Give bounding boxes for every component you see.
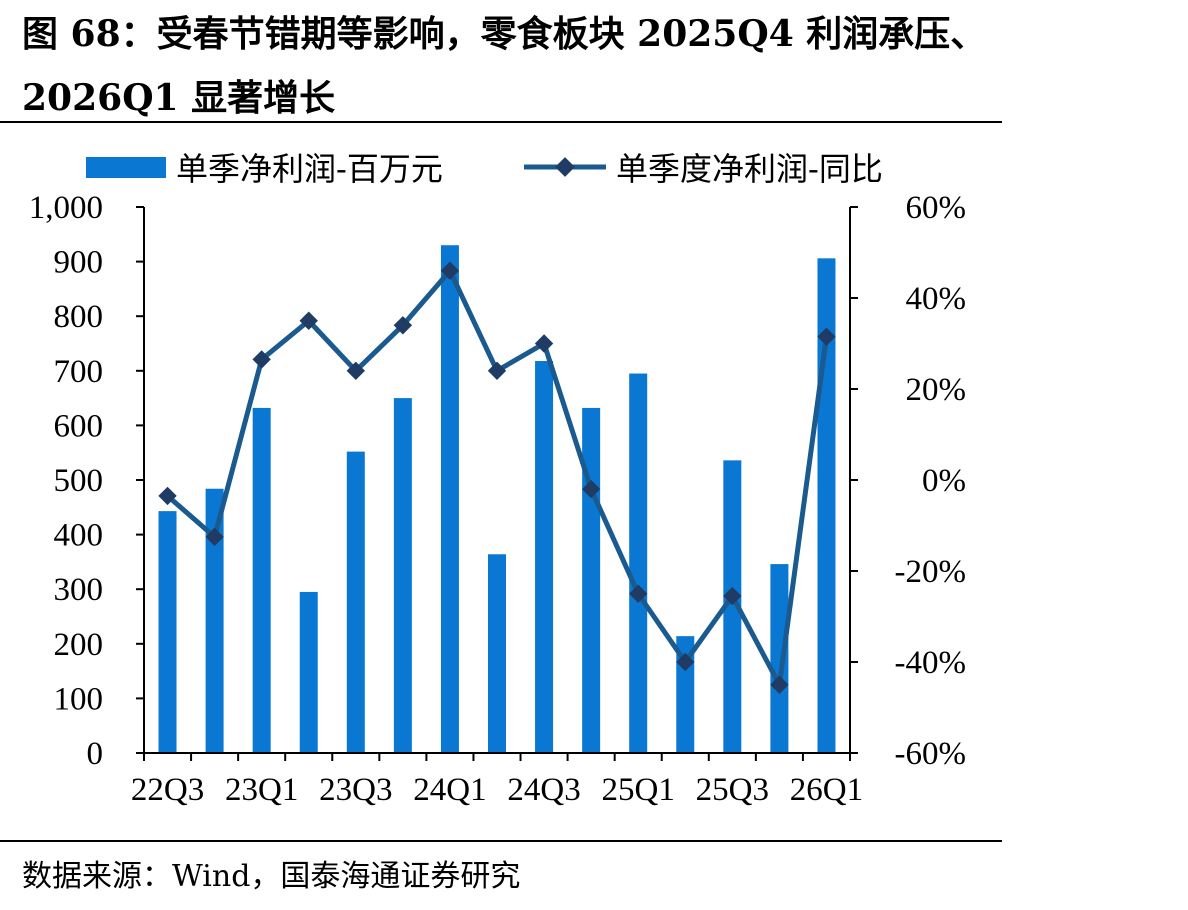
bar-24Q1	[440, 245, 459, 753]
bar-23Q1	[252, 407, 271, 753]
bar-25Q1	[629, 373, 648, 753]
left-tick-label: 700	[54, 354, 104, 390]
left-tick-label: 500	[54, 463, 104, 499]
left-tick-label: 600	[54, 408, 104, 444]
left-tick-label: 100	[54, 681, 104, 717]
right-tick-label: -40%	[895, 645, 966, 681]
x-tick-label: 26Q1	[790, 772, 863, 808]
axes-layer: 1,000 900 800 700 600 500 400 300 200 100 0 60% 40% 2…	[29, 190, 966, 808]
left-tick-label: 900	[54, 245, 104, 281]
bar-23Q4	[393, 398, 412, 753]
bottom-rule	[0, 840, 1002, 842]
x-tick-label: 23Q1	[225, 772, 298, 808]
yoy-point-22Q3	[158, 486, 177, 506]
x-tick-label: 22Q3	[131, 772, 204, 808]
yoy-point-22Q4	[205, 527, 224, 547]
right-tick-label: 0%	[922, 463, 966, 499]
yoy-point-23Q2	[299, 311, 318, 330]
right-tick-label: -60%	[895, 736, 966, 772]
right-tick-label: 60%	[906, 190, 967, 226]
bar-24Q3	[535, 360, 554, 753]
bar-23Q2	[299, 591, 318, 753]
yoy-point-25Q4	[770, 675, 789, 694]
left-tick-label: 1,000	[29, 190, 103, 226]
yoy-point-24Q3	[534, 334, 554, 353]
bar-24Q2	[488, 554, 506, 753]
right-tick-label: -20%	[895, 554, 966, 590]
bar-25Q3	[723, 460, 742, 753]
left-tick-label: 400	[54, 518, 104, 554]
legend-line-label: 单季度净利润-同比	[616, 150, 883, 188]
bar-24Q4	[582, 407, 601, 753]
legend-line-marker	[555, 157, 575, 177]
yoy-point-23Q3	[346, 361, 365, 380]
legend-bar-label: 单季净利润-百万元	[176, 150, 443, 188]
x-tick-label: 24Q3	[507, 772, 580, 808]
figure-title: 图 68：受春节错期等影响，零食板块 2025Q4 利润承压、2026Q1 显著…	[22, 13, 987, 119]
bar-22Q3	[158, 511, 177, 753]
right-tick-label: 40%	[906, 281, 967, 317]
top-rule	[0, 121, 1002, 123]
x-tick-label: 25Q1	[602, 772, 675, 808]
bar-25Q4	[770, 564, 789, 753]
left-tick-label: 300	[54, 572, 104, 608]
yoy-point-24Q2	[487, 361, 507, 380]
source-note: 数据来源：Wind，国泰海通证券研究	[22, 859, 521, 894]
bar-23Q3	[346, 451, 365, 753]
bars-layer	[158, 245, 836, 753]
yoy-point-26Q1	[817, 327, 836, 346]
yoy-point-23Q4	[393, 316, 413, 335]
legend-bar-swatch	[86, 157, 166, 178]
chart: 单季净利润-百万元 单季度净利润-同比 1,000 900 800 700 600 500…	[29, 150, 966, 808]
x-tick-label: 25Q3	[696, 772, 769, 808]
x-tick-label: 24Q1	[413, 772, 486, 808]
yoy-point-25Q2	[676, 652, 695, 672]
legend: 单季净利润-百万元 单季度净利润-同比	[86, 150, 883, 188]
right-tick-label: 20%	[906, 372, 967, 408]
yoy-point-25Q1	[629, 584, 648, 603]
yoy-point-24Q4	[581, 479, 601, 499]
x-tick-label: 23Q3	[319, 772, 392, 808]
yoy-point-25Q3	[723, 586, 742, 606]
left-tick-label: 800	[54, 299, 104, 335]
yoy-point-24Q1	[440, 261, 460, 280]
left-tick-label: 0	[87, 736, 104, 772]
line-layer	[158, 261, 836, 694]
left-tick-label: 200	[54, 627, 104, 663]
bar-22Q4	[205, 488, 224, 753]
